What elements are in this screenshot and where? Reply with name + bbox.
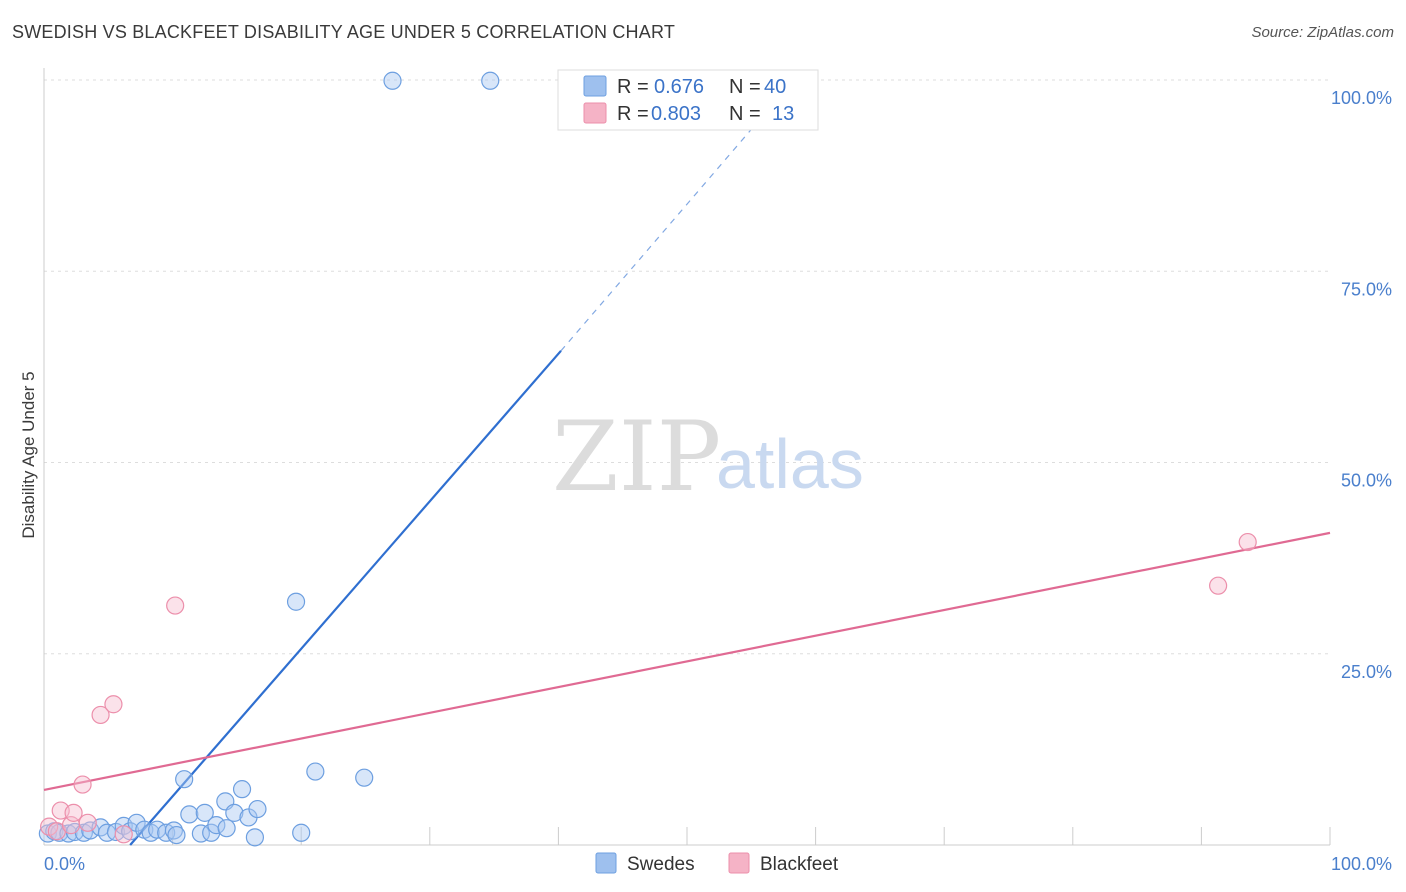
- legend-r-label-blackfeet: R =: [617, 103, 649, 125]
- data-point-swedes: [191, 824, 210, 843]
- legend-swatch-blackfeet: [583, 102, 607, 124]
- data-point-swedes: [383, 71, 402, 90]
- data-point-swedes: [217, 819, 236, 838]
- trend-line-blackfeet: [43, 531, 1331, 791]
- bottom-legend-label-blackfeet: Blackfeet: [760, 854, 839, 875]
- data-point-swedes: [355, 768, 374, 787]
- legend-n-label-swedes: N =: [729, 76, 761, 98]
- y-tick-label: 100.0%: [1331, 88, 1392, 108]
- y-tick-label: 50.0%: [1341, 471, 1392, 491]
- data-point-swedes: [167, 825, 186, 845]
- data-point-blackfeet: [91, 705, 110, 725]
- data-point-blackfeet: [1238, 532, 1257, 552]
- y-tick-label: 75.0%: [1341, 279, 1392, 299]
- data-point-swedes: [207, 816, 226, 835]
- trend-line-swedes: [129, 350, 562, 846]
- x-tick-labels: 0.0% 100.0%: [44, 854, 1392, 874]
- y-tick-labels: 100.0% 75.0% 50.0% 25.0%: [1331, 88, 1392, 682]
- data-point-blackfeet: [64, 803, 83, 822]
- data-point-swedes: [232, 780, 252, 799]
- data-point-blackfeet: [166, 596, 185, 615]
- bottom-legend: Swedes Blackfeet: [595, 852, 839, 875]
- series-blackfeet: [40, 532, 1257, 844]
- series-swedes: [38, 71, 500, 847]
- data-point-swedes: [127, 813, 146, 832]
- data-point-blackfeet: [114, 825, 133, 844]
- x-tick-label: 0.0%: [44, 854, 85, 874]
- data-point-blackfeet: [104, 695, 123, 714]
- legend-swatch-swedes: [583, 75, 607, 97]
- legend-r-value-swedes: 0.676: [654, 76, 704, 98]
- trend-lines: [43, 79, 1331, 846]
- data-point-swedes: [286, 592, 306, 611]
- bottom-legend-swatch-blackfeet: [728, 852, 750, 874]
- data-point-swedes: [175, 770, 194, 789]
- legend-n-label-blackfeet: N =: [729, 103, 761, 125]
- data-point-swedes: [225, 803, 244, 822]
- x-tick-label: 100.0%: [1331, 854, 1392, 874]
- legend: R = 0.676 N = 40 R = 0.803 N = 13: [557, 69, 819, 131]
- watermark: ZIP atlas: [552, 401, 864, 513]
- data-point-blackfeet: [73, 775, 92, 794]
- data-point-swedes: [292, 823, 311, 842]
- data-point-swedes: [248, 799, 267, 819]
- y-tick-label: 25.0%: [1341, 662, 1392, 682]
- data-point-swedes: [195, 803, 214, 822]
- data-point-swedes: [180, 805, 199, 824]
- legend-n-value-blackfeet: 13: [772, 103, 794, 125]
- gridlines: [44, 79, 1330, 655]
- watermark-atlas: atlas: [716, 425, 864, 503]
- y-axis-label: Disability Age Under 5: [19, 371, 38, 538]
- data-point-swedes: [245, 828, 265, 847]
- bottom-legend-swatch-swedes: [595, 852, 617, 874]
- source-label: Source: ZipAtlas.com: [1251, 24, 1394, 41]
- legend-r-label-swedes: R =: [617, 76, 649, 98]
- data-point-blackfeet: [78, 813, 97, 832]
- watermark-zip: ZIP: [552, 401, 721, 513]
- data-point-swedes: [481, 71, 500, 90]
- legend-r-value-blackfeet: 0.803: [651, 103, 701, 125]
- data-point-swedes: [306, 762, 325, 781]
- legend-n-value-swedes: 40: [764, 76, 786, 98]
- data-point-blackfeet: [1209, 576, 1228, 595]
- chart-title: SWEDISH VS BLACKFEET DISABILITY AGE UNDE…: [12, 22, 676, 42]
- bottom-legend-label-swedes: Swedes: [627, 854, 695, 875]
